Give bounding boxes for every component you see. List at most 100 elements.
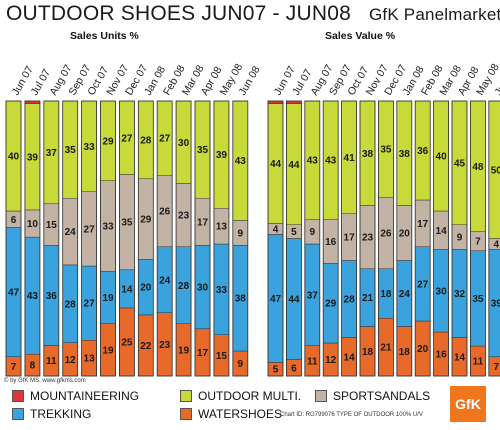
data-label: 7 <box>494 362 500 373</box>
data-label: 7 <box>11 362 17 373</box>
data-label: 40 <box>8 152 20 163</box>
data-label: 39 <box>216 150 228 161</box>
bar-outline <box>267 100 284 377</box>
bar-outline <box>194 100 211 377</box>
data-label: 25 <box>121 337 133 348</box>
data-label: 30 <box>178 138 190 149</box>
data-label: 21 <box>380 343 392 354</box>
data-label: 12 <box>65 355 77 366</box>
bar-segment-mountaineering <box>24 100 41 104</box>
bar-outline <box>137 100 154 377</box>
bar-outline <box>433 100 450 377</box>
data-label: 43 <box>325 156 337 167</box>
data-label: 23 <box>362 233 374 244</box>
data-label: 8 <box>30 361 36 372</box>
subtitle-units: Sales Units % <box>70 30 139 42</box>
data-label: 27 <box>84 224 96 235</box>
data-label: 11 <box>46 356 57 367</box>
data-label: 22 <box>140 341 152 352</box>
data-label: 29 <box>140 215 152 226</box>
legend-swatch-sportsandals <box>315 390 327 402</box>
data-label: 14 <box>454 352 466 363</box>
data-label: 48 <box>472 162 484 173</box>
data-label: 26 <box>380 229 392 240</box>
data-label: 29 <box>102 136 114 147</box>
data-label: 27 <box>417 279 429 290</box>
bar-outline <box>175 100 192 377</box>
data-label: 44 <box>288 295 300 306</box>
data-label: 20 <box>417 344 429 355</box>
legend-swatch-mountaineering <box>12 390 24 402</box>
data-label: 38 <box>235 294 247 305</box>
chart-id-text: Chart ID: RG799076 TYPE OF OUTDOOR 100% … <box>280 412 423 418</box>
bar-segment-mountaineering <box>267 100 284 104</box>
bar-segment-mountaineering <box>286 100 302 104</box>
data-label: 43 <box>235 156 247 167</box>
data-label: 50 <box>491 165 500 176</box>
data-label: 28 <box>344 295 356 306</box>
data-label: 20 <box>140 283 152 294</box>
bar-outline <box>213 100 230 377</box>
data-label: 15 <box>46 220 58 231</box>
data-label: 18 <box>399 347 411 358</box>
credit-text: © by GfK MS, www.gfkms.com <box>4 378 86 384</box>
data-label: 43 <box>307 156 319 167</box>
data-label: 17 <box>197 217 209 228</box>
data-label: 37 <box>307 290 319 301</box>
data-label: 17 <box>197 348 209 359</box>
bar-outline <box>43 100 60 377</box>
legend-label: WATERSHOES <box>198 407 283 421</box>
data-label: 4 <box>273 224 279 235</box>
data-label: 13 <box>216 222 228 233</box>
data-label: 28 <box>65 299 77 310</box>
data-label: 5 <box>291 227 297 238</box>
brand-text: GfK Panelmarket <box>368 5 500 24</box>
data-label: 6 <box>291 363 297 374</box>
data-label: 37 <box>46 148 58 159</box>
bar-outline <box>81 100 97 377</box>
data-label: 14 <box>344 352 356 363</box>
bar-outline <box>304 100 321 377</box>
bar-outline <box>285 100 302 377</box>
data-label: 6 <box>11 215 17 226</box>
data-label: 27 <box>121 133 133 144</box>
legend-swatch-watershoes <box>180 408 192 420</box>
bar-outline <box>156 100 173 377</box>
title-text: OUTDOOR SHOES JUN07 - JUN08 <box>6 2 351 25</box>
data-label: 10 <box>27 219 39 230</box>
data-label: 44 <box>270 159 282 170</box>
data-label: 27 <box>159 134 171 145</box>
legend-label: MOUNTAINEERING <box>30 389 140 403</box>
data-label: 12 <box>325 355 337 366</box>
data-label: 41 <box>344 153 356 164</box>
data-label: 36 <box>46 291 58 302</box>
legend-swatch-outdoor-multi <box>180 390 192 402</box>
data-label: 16 <box>436 350 448 361</box>
bar-outline <box>322 100 339 377</box>
data-label: 9 <box>238 359 244 370</box>
legend-label: TREKKING <box>30 407 92 421</box>
data-label: 18 <box>380 289 392 300</box>
data-label: 5 <box>273 365 279 376</box>
data-label: 35 <box>472 294 484 305</box>
data-label: 7 <box>475 237 481 248</box>
data-label: 35 <box>197 145 209 156</box>
data-label: 15 <box>216 351 228 362</box>
data-label: 16 <box>325 237 337 248</box>
subtitle-value: Sales Value % <box>325 30 396 42</box>
data-label: 29 <box>325 299 337 310</box>
data-label: 20 <box>399 229 411 240</box>
legend-mountaineering: MOUNTAINEERING <box>12 389 139 403</box>
data-label: 17 <box>344 233 356 244</box>
data-label: 39 <box>491 299 500 310</box>
data-label: 30 <box>197 283 209 294</box>
legend-label: SPORTSANDALS <box>333 389 431 403</box>
bar-outline <box>100 100 116 377</box>
data-label: 35 <box>121 218 133 229</box>
bar-outline <box>377 100 394 377</box>
data-label: 24 <box>65 227 77 238</box>
bar-outline <box>469 100 486 377</box>
data-label: 36 <box>417 146 429 157</box>
